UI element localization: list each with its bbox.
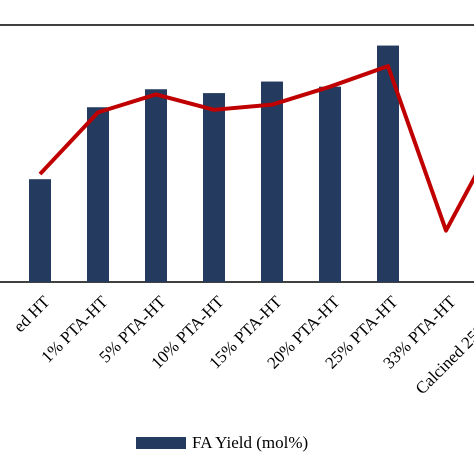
legend-swatch: [136, 437, 186, 449]
bar: [29, 179, 51, 282]
bar: [203, 93, 225, 282]
bar: [261, 81, 283, 282]
x-tick-label: ed HT: [10, 292, 54, 336]
legend-label: FA Yield (mol%): [192, 433, 308, 452]
line: [38, 64, 474, 233]
bar: [319, 86, 341, 283]
bar: [87, 107, 109, 283]
bar: [377, 45, 399, 283]
bar: [145, 89, 167, 282]
